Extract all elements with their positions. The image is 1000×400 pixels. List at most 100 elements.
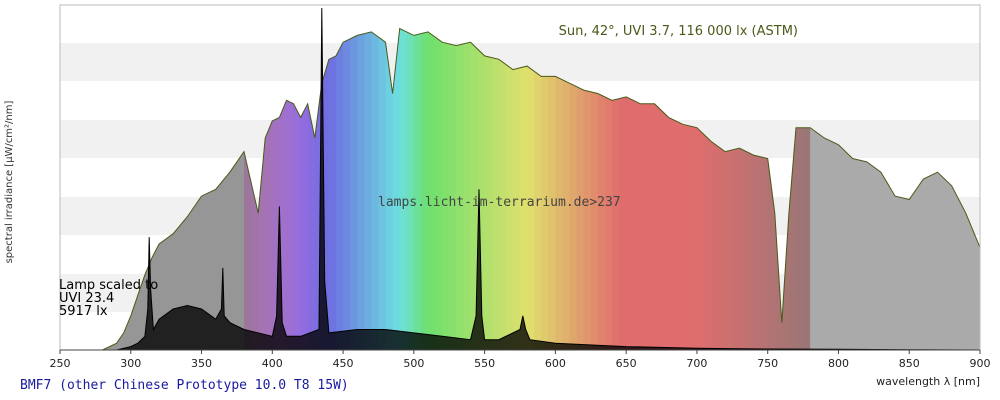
x-tick-label: 750 <box>757 357 778 370</box>
x-axis-label: wavelength λ [nm] <box>876 375 980 388</box>
x-tick-label: 350 <box>191 357 212 370</box>
sun-spectrum-band <box>810 28 818 350</box>
sun-spectrum-band <box>336 28 344 350</box>
sun-spectrum-band <box>696 28 705 350</box>
x-tick-label: 500 <box>403 357 424 370</box>
sun-spectrum-band <box>222 28 231 350</box>
sun-spectrum-band <box>732 28 740 350</box>
sun-spectrum-band <box>725 28 733 350</box>
sun-spectrum-band <box>654 28 663 350</box>
sun-spectrum-band <box>718 28 726 350</box>
sun-spectrum-band <box>689 28 698 350</box>
sun-spectrum-band <box>350 28 358 350</box>
sun-spectrum-band <box>456 28 464 350</box>
sun-spectrum-band <box>873 28 882 350</box>
sun-spectrum-band <box>626 28 634 350</box>
sun-spectrum-band <box>704 28 712 350</box>
sun-spectrum-band <box>930 28 939 350</box>
sun-spectrum-band <box>576 28 585 350</box>
sun-spectrum-band <box>859 28 868 350</box>
sun-spectrum-band <box>711 28 719 350</box>
sun-spectrum-band <box>435 28 443 350</box>
sun-spectrum-band <box>491 28 500 350</box>
x-tick-label: 800 <box>828 357 849 370</box>
sun-spectrum-band <box>534 28 542 350</box>
sun-spectrum-band <box>428 28 436 350</box>
sun-spectrum-band <box>279 28 288 350</box>
sun-spectrum-band <box>477 28 486 350</box>
sun-spectrum-band <box>796 28 804 350</box>
sun-spectrum-band <box>265 28 273 350</box>
sun-spectrum-band <box>760 28 769 350</box>
sun-spectrum-band <box>236 28 245 350</box>
sun-spectrum-band <box>527 28 535 350</box>
sun-spectrum-band <box>293 28 302 350</box>
sun-spectrum-band <box>753 28 762 350</box>
sun-spectrum-band <box>604 28 613 350</box>
sun-spectrum-band <box>541 28 549 350</box>
sun-spectrum-band <box>619 28 627 350</box>
sun-spectrum-band <box>845 28 854 350</box>
sun-spectrum-band <box>406 28 415 350</box>
sun-spectrum-band <box>399 28 408 350</box>
sun-spectrum-band <box>803 28 811 350</box>
sun-spectrum-band <box>647 28 656 350</box>
sun-spectrum-band <box>590 28 599 350</box>
sun-spectrum-band <box>937 28 946 350</box>
sun-spectrum-band <box>640 28 648 350</box>
x-axis-ticks: 250 300 350 400 450 500 550 600 650 700 750 800 850 9… <box>50 350 991 370</box>
x-tick-label: 650 <box>616 357 637 370</box>
sun-spectrum-band <box>562 28 571 350</box>
sun-spectrum-band <box>314 28 323 350</box>
sun-spectrum-band <box>612 28 620 350</box>
sun-spectrum-band <box>470 28 479 350</box>
sun-spectrum-band <box>923 28 932 350</box>
sun-spectrum-band <box>668 28 677 350</box>
sun-spectrum-band <box>746 28 755 350</box>
sun-spectrum-band <box>505 28 514 350</box>
x-tick-label: 700 <box>686 357 707 370</box>
watermark: lamps.licht-im-terrarium.de>237 <box>378 195 621 210</box>
sun-spectrum-band <box>215 28 224 350</box>
sun-spectrum-band <box>597 28 606 350</box>
sun-spectrum-band <box>633 28 641 350</box>
sun-spectrum-band <box>385 28 394 350</box>
sun-spectrum-band <box>392 28 401 350</box>
sun-spectrum-band <box>916 28 924 350</box>
sun-spectrum-band <box>520 28 528 350</box>
sun-spectrum-line <box>102 27 981 351</box>
sun-spectrum-band <box>328 28 337 350</box>
sun-spectrum-band <box>357 28 365 350</box>
x-tick-label: 600 <box>545 357 566 370</box>
sun-spectrum-band <box>364 28 372 350</box>
sun-spectrum-band <box>371 28 380 350</box>
sun-spectrum-band <box>413 28 422 350</box>
sun-spectrum-band <box>343 28 351 350</box>
sun-spectrum-band <box>498 28 507 350</box>
x-tick-label: 250 <box>50 357 71 370</box>
lamp-annotation-line2: UVI 23.4 <box>59 291 114 306</box>
sun-spectrum-band <box>838 28 847 350</box>
sun-spectrum-band <box>682 28 691 350</box>
sun-annotation: Sun, 42°, UVI 3.7, 116 000 lx (ASTM) <box>559 24 798 39</box>
sun-spectrum-band <box>244 28 252 350</box>
x-tick-label: 300 <box>120 357 141 370</box>
sun-spectrum-band <box>944 28 953 350</box>
sun-spectrum-band <box>484 28 493 350</box>
sun-spectrum-band <box>307 28 316 350</box>
x-tick-label: 450 <box>333 357 354 370</box>
sun-spectrum-band <box>463 28 472 350</box>
x-tick-label: 400 <box>262 357 283 370</box>
sun-spectrum-band <box>512 28 521 350</box>
chart-footer-title: BMF7 (other Chinese Prototype 10.0 T8 15… <box>20 378 349 393</box>
x-tick-label: 850 <box>899 357 920 370</box>
sun-spectrum-band <box>824 28 832 350</box>
sun-spectrum-band <box>258 28 266 350</box>
sun-spectrum-band <box>739 28 748 350</box>
sun-spectrum-band <box>442 28 450 350</box>
lamp-annotation-line3: 5917 lx <box>59 304 108 319</box>
sun-spectrum-band <box>661 28 670 350</box>
sun-spectrum-band <box>286 28 295 350</box>
lamp-spectrum-area <box>116 7 981 351</box>
x-tick-label: 900 <box>970 357 991 370</box>
